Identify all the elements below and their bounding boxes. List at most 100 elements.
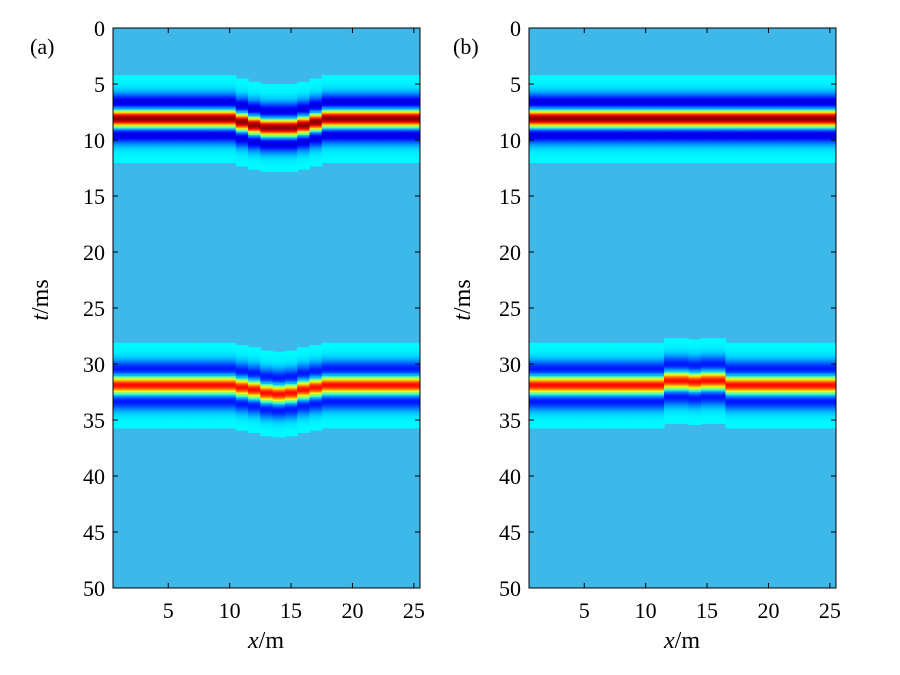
- heatmap-cell: [407, 131, 420, 133]
- heatmap-cell: [370, 100, 384, 103]
- heatmap-cell: [162, 92, 175, 95]
- heatmap-cell: [590, 86, 604, 88]
- heatmap-cell: [248, 132, 261, 134]
- heatmap-cell: [125, 128, 139, 131]
- heatmap-cell: [590, 94, 604, 96]
- heatmap-cell: [590, 119, 604, 122]
- heatmap-cell: [297, 133, 311, 135]
- heatmap-cell: [578, 116, 591, 119]
- heatmap-cell: [198, 360, 212, 363]
- heatmap-cell: [541, 110, 555, 113]
- heatmap-cell: [125, 353, 139, 356]
- heatmap-cell: [284, 135, 298, 138]
- heatmap-cell: [137, 356, 151, 358]
- heatmap-cell: [125, 122, 139, 124]
- heatmap-cell: [272, 394, 286, 396]
- heatmap-cell: [125, 88, 139, 91]
- heatmap-cell: [370, 117, 384, 120]
- heatmap-cell: [565, 407, 579, 410]
- heatmap-cell: [407, 133, 420, 135]
- heatmap-cell: [162, 157, 175, 160]
- heatmap-cell: [383, 145, 397, 148]
- heatmap-cell: [321, 98, 335, 101]
- heatmap-cell: [272, 92, 286, 95]
- heatmap-cell: [346, 347, 360, 349]
- heatmap-cell: [186, 377, 200, 380]
- heatmap-cell: [149, 374, 163, 376]
- heatmap-cell: [321, 115, 335, 118]
- heatmap-cell: [334, 414, 347, 417]
- heatmap-cell: [186, 145, 200, 148]
- heatmap-cell: [186, 353, 200, 356]
- heatmap-cell: [614, 376, 628, 379]
- heatmap-cell: [407, 421, 420, 423]
- heatmap-cell: [248, 359, 261, 362]
- heatmap-cell: [248, 164, 261, 167]
- heatmap-cell: [346, 150, 360, 152]
- heatmap-cell: [383, 402, 397, 404]
- heatmap-cell: [407, 91, 420, 94]
- heatmap-cell: [395, 123, 409, 125]
- heatmap-cell: [162, 118, 175, 121]
- heatmap-cell: [260, 434, 274, 437]
- heatmap-cell: [260, 371, 274, 374]
- heatmap-cell: [321, 367, 335, 370]
- heatmap-cell: [541, 344, 555, 347]
- heatmap-cell: [321, 161, 335, 163]
- heatmap-cell: [407, 348, 420, 351]
- heatmap-cell: [137, 156, 151, 159]
- heatmap-cell: [529, 370, 542, 373]
- heatmap-cell: [321, 351, 335, 354]
- heatmap-cell: [248, 412, 261, 414]
- heatmap-cell: [198, 395, 212, 398]
- heatmap-cell: [309, 357, 323, 359]
- heatmap-cell: [260, 374, 274, 376]
- heatmap-cell: [553, 75, 567, 77]
- heatmap-cell: [125, 416, 139, 419]
- heatmap-cell: [578, 160, 591, 162]
- heatmap-cell: [162, 91, 175, 94]
- heatmap-cell: [211, 376, 225, 379]
- heatmap-cell: [149, 412, 163, 414]
- heatmap-cell: [553, 355, 567, 357]
- heatmap-cell: [235, 119, 249, 122]
- heatmap-cell: [407, 413, 420, 415]
- heatmap-cell: [125, 367, 139, 370]
- heatmap-cell: [358, 343, 372, 346]
- heatmap-cell: [235, 427, 249, 430]
- heatmap-cell: [235, 357, 249, 359]
- heatmap-cell: [162, 159, 175, 161]
- heatmap-cell: [162, 98, 175, 101]
- heatmap-cell: [235, 361, 249, 364]
- heatmap-cell: [578, 75, 591, 77]
- heatmap-cell: [346, 137, 360, 140]
- heatmap-cell: [541, 142, 555, 144]
- heatmap-cell: [602, 153, 616, 156]
- heatmap-cell: [395, 148, 409, 151]
- heatmap-cell: [578, 114, 591, 116]
- heatmap-cell: [162, 393, 175, 395]
- heatmap-cell: [383, 383, 397, 385]
- heatmap-cell: [614, 398, 628, 401]
- heatmap-cell: [125, 357, 139, 359]
- heatmap-cell: [125, 144, 139, 147]
- heatmap-cell: [272, 98, 286, 101]
- heatmap-cell: [358, 360, 372, 363]
- heatmap-cell: [383, 88, 397, 91]
- heatmap-cell: [614, 344, 628, 347]
- heatmap-cell: [321, 79, 335, 82]
- heatmap-cell: [395, 151, 409, 153]
- heatmap-cell: [125, 387, 139, 390]
- heatmap-cell: [578, 413, 591, 415]
- heatmap-cell: [272, 358, 286, 361]
- heatmap-cell: [565, 116, 579, 119]
- heatmap-cell: [260, 119, 274, 122]
- heatmap-cell: [223, 378, 237, 381]
- heatmap-cell: [358, 411, 372, 413]
- heatmap-cell: [602, 107, 616, 110]
- heatmap-cell: [149, 96, 163, 99]
- heatmap-cell: [186, 85, 200, 87]
- heatmap-cell: [565, 392, 579, 394]
- heatmap-cell: [260, 109, 274, 112]
- heatmap-cell: [383, 425, 397, 428]
